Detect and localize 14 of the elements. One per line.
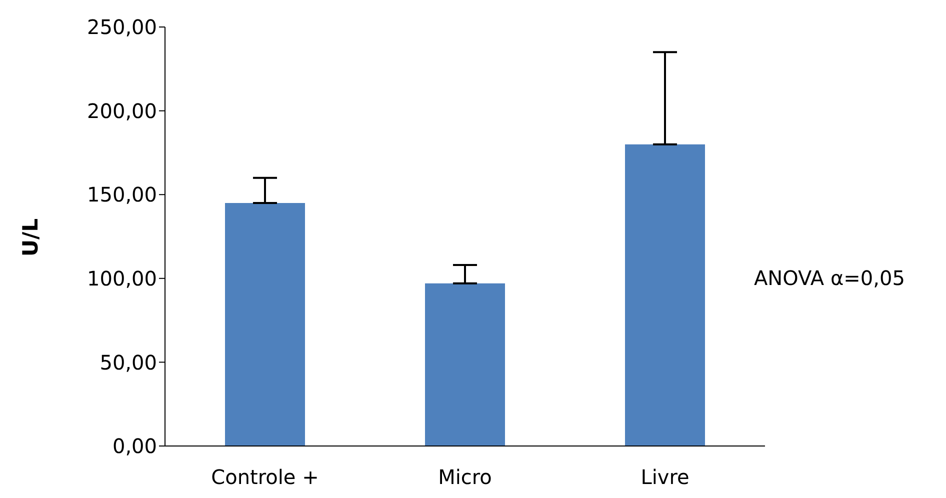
bar — [225, 202, 305, 446]
y-tick-label: 200,00 — [87, 98, 157, 123]
y-tick-label: 100,00 — [87, 266, 157, 290]
bar — [425, 283, 505, 446]
x-tick-label: Micro — [438, 465, 492, 490]
y-axis-title: U/L — [18, 218, 42, 256]
y-tick-label: 150,00 — [87, 182, 157, 207]
x-tick-label: Livre — [640, 465, 690, 490]
bar — [625, 144, 705, 446]
y-tick-label: 50,00 — [100, 350, 157, 374]
y-tick-label: 0,00 — [112, 434, 157, 458]
annotation: ANOVA α=0,05 — [754, 266, 905, 290]
x-tick-label: Controle + — [211, 465, 319, 490]
y-tick-label: 250,00 — [87, 15, 157, 40]
